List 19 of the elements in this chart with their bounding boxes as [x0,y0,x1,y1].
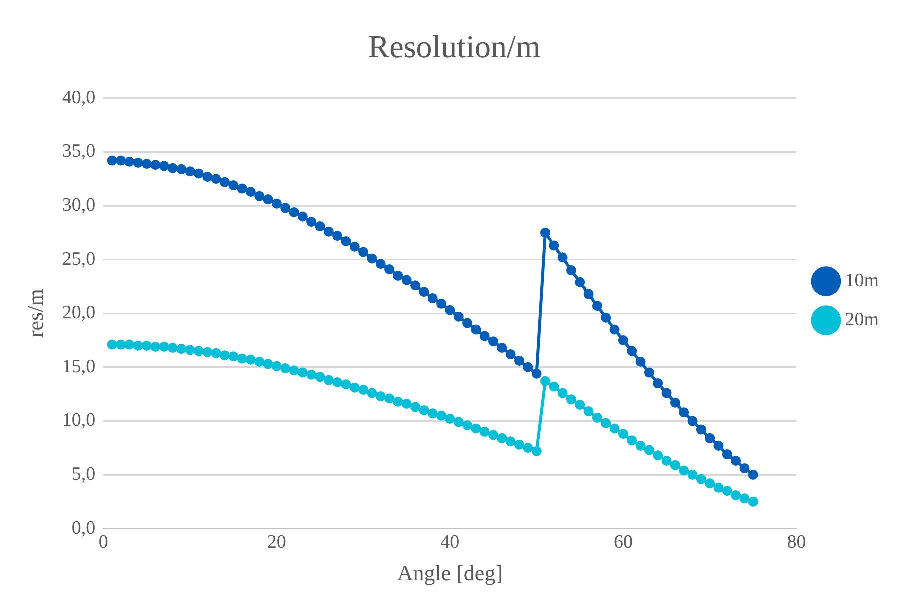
legend-label: 20m [845,309,880,330]
y-tick-label: 20,0 [62,302,96,324]
x-tick-label: 40 [440,532,460,554]
x-tick-label: 60 [614,532,633,554]
y-axis-title: res/m [22,289,48,338]
chart-title: Resolution/m [368,28,541,65]
y-tick-label: 15,0 [62,356,96,378]
y-tick-label: 35,0 [62,141,96,162]
y-tick-label: 5,0 [72,464,96,485]
y-tick-label: 25,0 [62,248,96,270]
legend-label: 10m [845,270,880,292]
x-axis-title: Angle [deg] [397,560,504,586]
y-tick-label: 30,0 [62,194,96,216]
x-tick-label: 80 [787,532,806,554]
y-tick-label: 40,0 [62,87,96,108]
y-tick-label: 0,0 [72,518,96,539]
x-tick-label: 0 [98,532,108,554]
x-tick-label: 20 [267,532,286,554]
y-tick-label: 10,0 [62,410,96,432]
